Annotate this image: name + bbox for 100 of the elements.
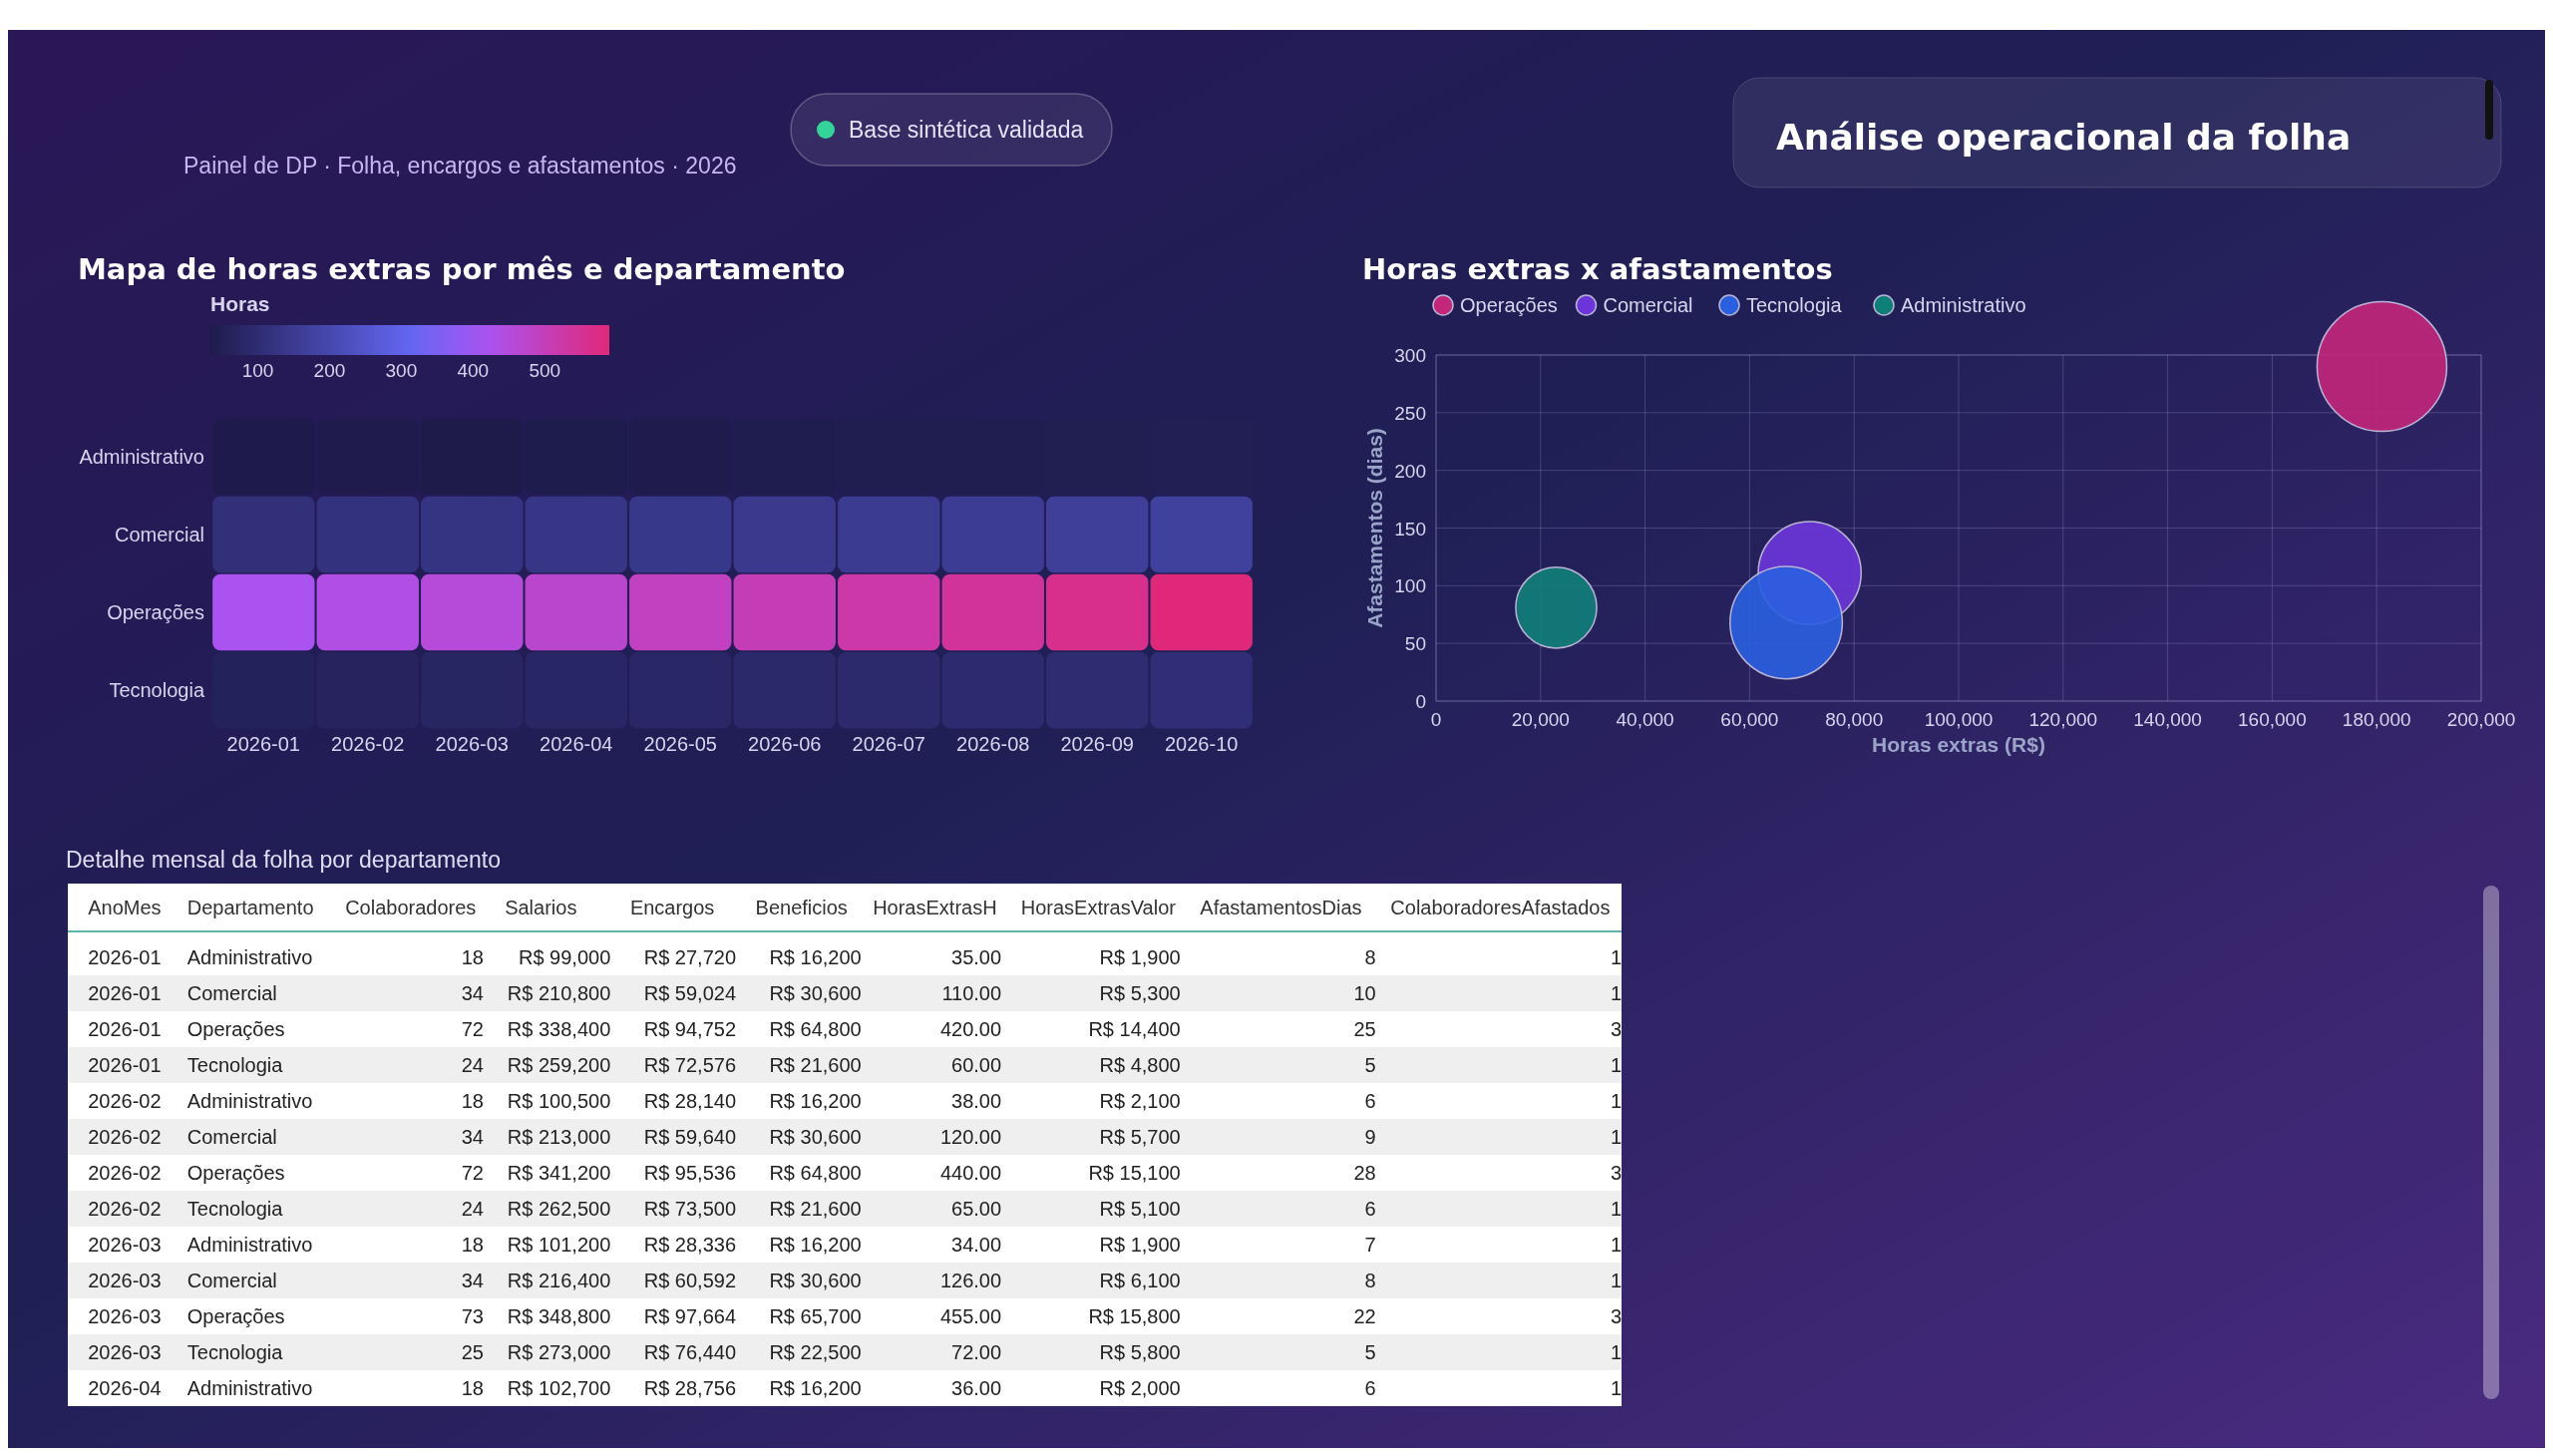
y-tick-label: Tecnologia	[109, 679, 205, 702]
text: R$ 21,600	[769, 1198, 862, 1220]
text: R$ 95,536	[643, 1162, 736, 1184]
text: R$ 65,700	[769, 1305, 862, 1327]
text: 18	[461, 1090, 484, 1112]
text: R$ 5,100	[1099, 1198, 1181, 1220]
category-label: Encargos	[629, 897, 715, 918]
x-tick-label: 2026-05	[643, 733, 717, 755]
y-tick-label: Operações	[107, 601, 204, 624]
text: 1	[1611, 946, 1623, 968]
text: R$ 27,720	[643, 946, 736, 968]
text: 6	[1364, 1377, 1376, 1399]
x-axis-title: Horas extras (R$)	[1872, 733, 2045, 756]
text: 2026-01	[88, 1054, 162, 1076]
category-label: ColaboradoresAfastados	[1390, 897, 1611, 918]
text: R$ 16,200	[769, 1234, 862, 1256]
text: R$ 30,600	[769, 1270, 862, 1291]
x-tick-label: 2026-03	[435, 733, 509, 755]
x-tick-label: 0	[1430, 709, 1442, 730]
text: R$ 28,336	[643, 1234, 736, 1256]
color-bar-label: 100	[241, 360, 274, 381]
text: Administrativo	[186, 1090, 313, 1112]
x-tick-label: 2026-10	[1165, 733, 1239, 755]
text: R$ 5,300	[1099, 982, 1181, 1004]
x-tick-label: 2026-08	[956, 733, 1030, 755]
text: 2026-02	[88, 1126, 162, 1148]
text: R$ 72,576	[643, 1054, 736, 1076]
category-label: AfastamentosDias	[1200, 897, 1362, 918]
text: 1	[1611, 1377, 1623, 1399]
category-label: Salarios	[505, 897, 577, 918]
y-tick-label: 200	[1394, 460, 1426, 482]
x-tick-label: 80,000	[1825, 709, 1884, 730]
text: Base sintética validada	[849, 117, 1084, 143]
text: R$ 338,400	[507, 1018, 611, 1040]
text: Operações	[186, 1018, 285, 1040]
x-tick-label: 2026-02	[331, 733, 405, 755]
text: R$ 15,800	[1088, 1305, 1181, 1327]
text: 18	[461, 1234, 484, 1256]
x-tick-label: 140,000	[2133, 709, 2202, 730]
text: 1	[1611, 1054, 1623, 1076]
text: Operações	[186, 1162, 285, 1184]
text: 2026-04	[88, 1377, 162, 1399]
x-tick-label: 160,000	[2238, 709, 2307, 730]
text: R$ 76,440	[643, 1341, 736, 1363]
text: 18	[461, 1377, 484, 1399]
text: 1	[1611, 982, 1623, 1004]
text: Detalhe mensal da folha por departamento	[66, 847, 502, 873]
text: R$ 16,200	[769, 1090, 862, 1112]
text: R$ 101,200	[507, 1234, 611, 1256]
text: 6	[1364, 1198, 1376, 1220]
text: R$ 94,752	[643, 1018, 736, 1040]
text: 2026-01	[88, 1018, 162, 1040]
x-tick-label: 2026-07	[852, 733, 925, 755]
category-label: AnoMes	[88, 897, 162, 918]
text: R$ 348,800	[507, 1305, 611, 1327]
text: 110.00	[941, 982, 1002, 1004]
text: 1	[1611, 1126, 1623, 1148]
text: 5	[1364, 1341, 1376, 1363]
text: 38.00	[951, 1090, 1002, 1112]
text: R$ 5,700	[1099, 1126, 1181, 1148]
y-tick-label: 0	[1415, 691, 1426, 712]
text: 2026-03	[88, 1270, 162, 1291]
chart-title: Mapa de horas extras por mês e departamento	[78, 252, 846, 286]
x-tick-label: 100,000	[1924, 709, 1994, 730]
text: 2026-02	[88, 1090, 162, 1112]
text: 2026-01	[88, 946, 162, 968]
legend-label: Administrativo	[1901, 294, 2026, 316]
text: R$ 273,000	[507, 1341, 611, 1363]
text: 2026-02	[88, 1198, 162, 1220]
text: 72	[461, 1162, 484, 1184]
text: 3	[1611, 1018, 1623, 1040]
x-tick-label: 60,000	[1720, 709, 1779, 730]
text: 1	[1611, 1198, 1623, 1220]
chart-title: Horas extras x afastamentos	[1362, 252, 1833, 286]
text: 3	[1611, 1162, 1623, 1184]
text: R$ 97,664	[643, 1305, 736, 1327]
text: R$ 5,800	[1099, 1341, 1181, 1363]
y-tick-label: 100	[1394, 575, 1426, 597]
text: R$ 2,100	[1099, 1090, 1181, 1112]
text: 28	[1353, 1162, 1376, 1184]
text: 24	[461, 1054, 484, 1076]
text: 2026-03	[88, 1305, 162, 1327]
text: R$ 59,640	[643, 1126, 736, 1148]
text: R$ 4,800	[1099, 1054, 1181, 1076]
text: Administrativo	[186, 1377, 313, 1399]
x-tick-label: 2026-06	[748, 733, 822, 755]
text: 34	[461, 982, 484, 1004]
legend-label: Comercial	[1603, 294, 1693, 316]
text: 34	[461, 1270, 484, 1291]
text: R$ 60,592	[643, 1270, 736, 1291]
color-bar-title: Horas	[210, 292, 270, 315]
text: R$ 99,000	[518, 946, 611, 968]
text: R$ 16,200	[769, 1377, 862, 1399]
text: 6	[1364, 1090, 1376, 1112]
text: R$ 30,600	[769, 982, 862, 1004]
text: Administrativo	[186, 946, 313, 968]
x-tick-label: 180,000	[2342, 709, 2411, 730]
legend-label: Operações	[1460, 294, 1558, 316]
text: R$ 64,800	[769, 1018, 862, 1040]
text: R$ 28,140	[643, 1090, 736, 1112]
